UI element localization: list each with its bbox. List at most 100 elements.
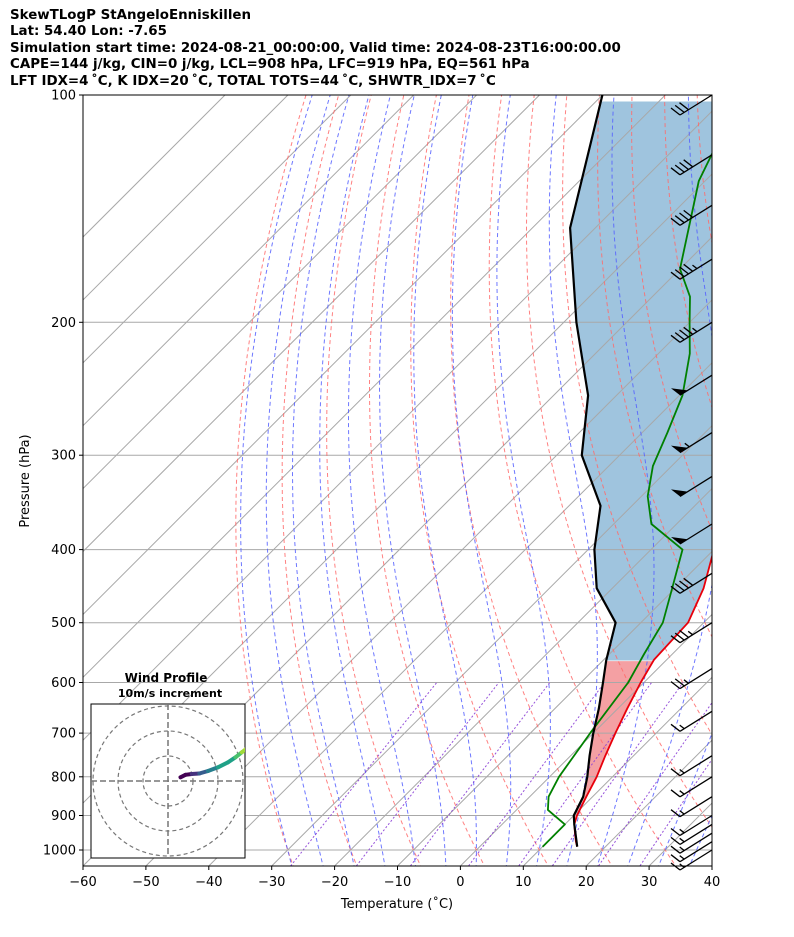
dry-adiabat-line — [729, 78, 794, 869]
isotherm-line — [83, 95, 477, 490]
x-tick-label: −20 — [321, 875, 348, 890]
y-axis-label: Pressure (hPa) — [18, 434, 33, 527]
wind-barb-full — [670, 635, 681, 644]
wind-barb-full — [670, 167, 681, 176]
mixing-ratio-line — [355, 682, 500, 866]
wind-barb-full — [679, 580, 689, 589]
chart-header: SkewTLogP StAngeloEnniskillen Lat: 54.40… — [10, 8, 790, 90]
wind-barb-half — [679, 810, 685, 815]
wind-barb-half — [679, 846, 685, 852]
x-tick-label: −50 — [132, 875, 159, 890]
hodograph-trace-segment — [239, 747, 245, 755]
moist-adiabat-line — [451, 95, 512, 866]
wind-barb-shaft — [679, 154, 713, 176]
mixing-ratio-line — [597, 701, 712, 866]
wind-barb-full — [674, 583, 685, 592]
wind-barb — [670, 776, 713, 798]
wind-barb-full — [674, 269, 685, 278]
y-tick-label: 800 — [51, 770, 76, 785]
wind-barb — [670, 154, 713, 176]
dry-adiabat-line — [326, 95, 422, 866]
mixing-ratio-line — [551, 682, 684, 866]
dry-adiabat-line — [488, 95, 677, 866]
mixing-ratio-line — [467, 682, 605, 866]
isotherm-line — [271, 424, 712, 866]
x-tick-label: −60 — [69, 875, 96, 890]
wind-barb-full — [679, 161, 689, 171]
parcel-line — [568, 95, 617, 847]
wind-barb-flag — [671, 445, 688, 453]
background-lines — [83, 78, 794, 869]
wind-barb-full — [670, 681, 681, 690]
wind-barb-shaft — [679, 523, 713, 545]
isotherm-line — [460, 613, 712, 866]
wind-barb-shaft — [679, 832, 713, 854]
wind-barb-full — [674, 332, 685, 341]
wind-barb-full — [670, 836, 681, 845]
wind-barb-full — [670, 854, 681, 863]
wind-barb-full — [683, 577, 694, 586]
dry-adiabat-line — [369, 95, 486, 866]
wind-barb-shaft — [679, 204, 713, 226]
moist-adiabat-line — [719, 95, 794, 869]
wind-barb — [670, 668, 713, 690]
wind-barb-half — [683, 679, 689, 684]
isotherm-line — [83, 95, 415, 427]
y-tick-label: 600 — [51, 676, 76, 691]
wind-barb-shaft — [679, 668, 713, 690]
isotherm-line — [83, 95, 352, 364]
wind-barb-shaft — [679, 572, 713, 594]
wind-barb-full — [674, 164, 685, 173]
wind-barb-half — [679, 828, 685, 834]
wind-barb-full — [674, 104, 685, 113]
x-tick-label: 20 — [578, 875, 595, 890]
y-tick-label: 700 — [51, 727, 76, 742]
dry-adiabat-line — [631, 95, 712, 532]
moist-adiabat-line — [596, 95, 655, 866]
dry-adiabat-line — [526, 95, 712, 829]
wind-barb-full — [683, 209, 694, 218]
wind-barb-shaft — [679, 796, 713, 818]
wind-barb-shaft — [679, 776, 713, 798]
axes: −60 −50 −40 −30 −20 −10 0 10 20 30 40 1000 900 800 700… — [43, 89, 720, 891]
dry-adiabat-line — [761, 78, 794, 869]
wind-barb-shaft — [679, 432, 713, 454]
wind-barb — [670, 823, 713, 845]
wind-barb — [670, 94, 713, 116]
wind-barb-full — [670, 334, 681, 343]
x-tick-label: 10 — [515, 875, 532, 890]
wind-barb-half — [679, 855, 685, 860]
isotherm-line — [83, 95, 289, 301]
wind-barb — [670, 710, 713, 732]
wind-barb-full — [679, 629, 689, 638]
mixing-ratio-line — [409, 682, 551, 866]
wind-barb-shaft — [679, 823, 713, 845]
x-tick-label: 40 — [704, 875, 721, 890]
wind-barb-full — [670, 845, 681, 854]
wind-barb-shaft — [679, 841, 713, 863]
moist-adiabat-line — [496, 95, 551, 866]
x-tick-label: 30 — [641, 875, 658, 890]
hodograph-trace-segment — [244, 747, 245, 750]
wind-barb-half — [679, 837, 685, 843]
cape-area — [570, 101, 712, 661]
wind-barb — [670, 796, 713, 818]
wind-barb-shaft — [679, 321, 713, 343]
profile-lines — [541, 95, 712, 848]
isotherm-line — [397, 550, 712, 866]
dry-adiabat-line — [562, 95, 712, 736]
moist-adiabat-line — [292, 95, 355, 866]
location-line: Lat: 54.40 Lon: -7.65 — [10, 24, 167, 40]
wind-barb-full — [670, 723, 681, 732]
moist-adiabat-line — [319, 95, 386, 866]
wind-barb-shaft — [679, 374, 713, 396]
wind-barb-half — [679, 790, 685, 795]
wind-barb-full — [679, 329, 689, 338]
indices-line: LFT IDX=4 ˚C, K IDX=20 ˚C, TOTAL TOTS=44… — [10, 73, 496, 89]
x-tick-label: −10 — [384, 875, 411, 890]
wind-barb-shaft — [679, 814, 713, 837]
wind-barb-half — [687, 630, 694, 636]
wind-barb-full — [670, 217, 681, 226]
isotherm-line — [83, 95, 540, 553]
